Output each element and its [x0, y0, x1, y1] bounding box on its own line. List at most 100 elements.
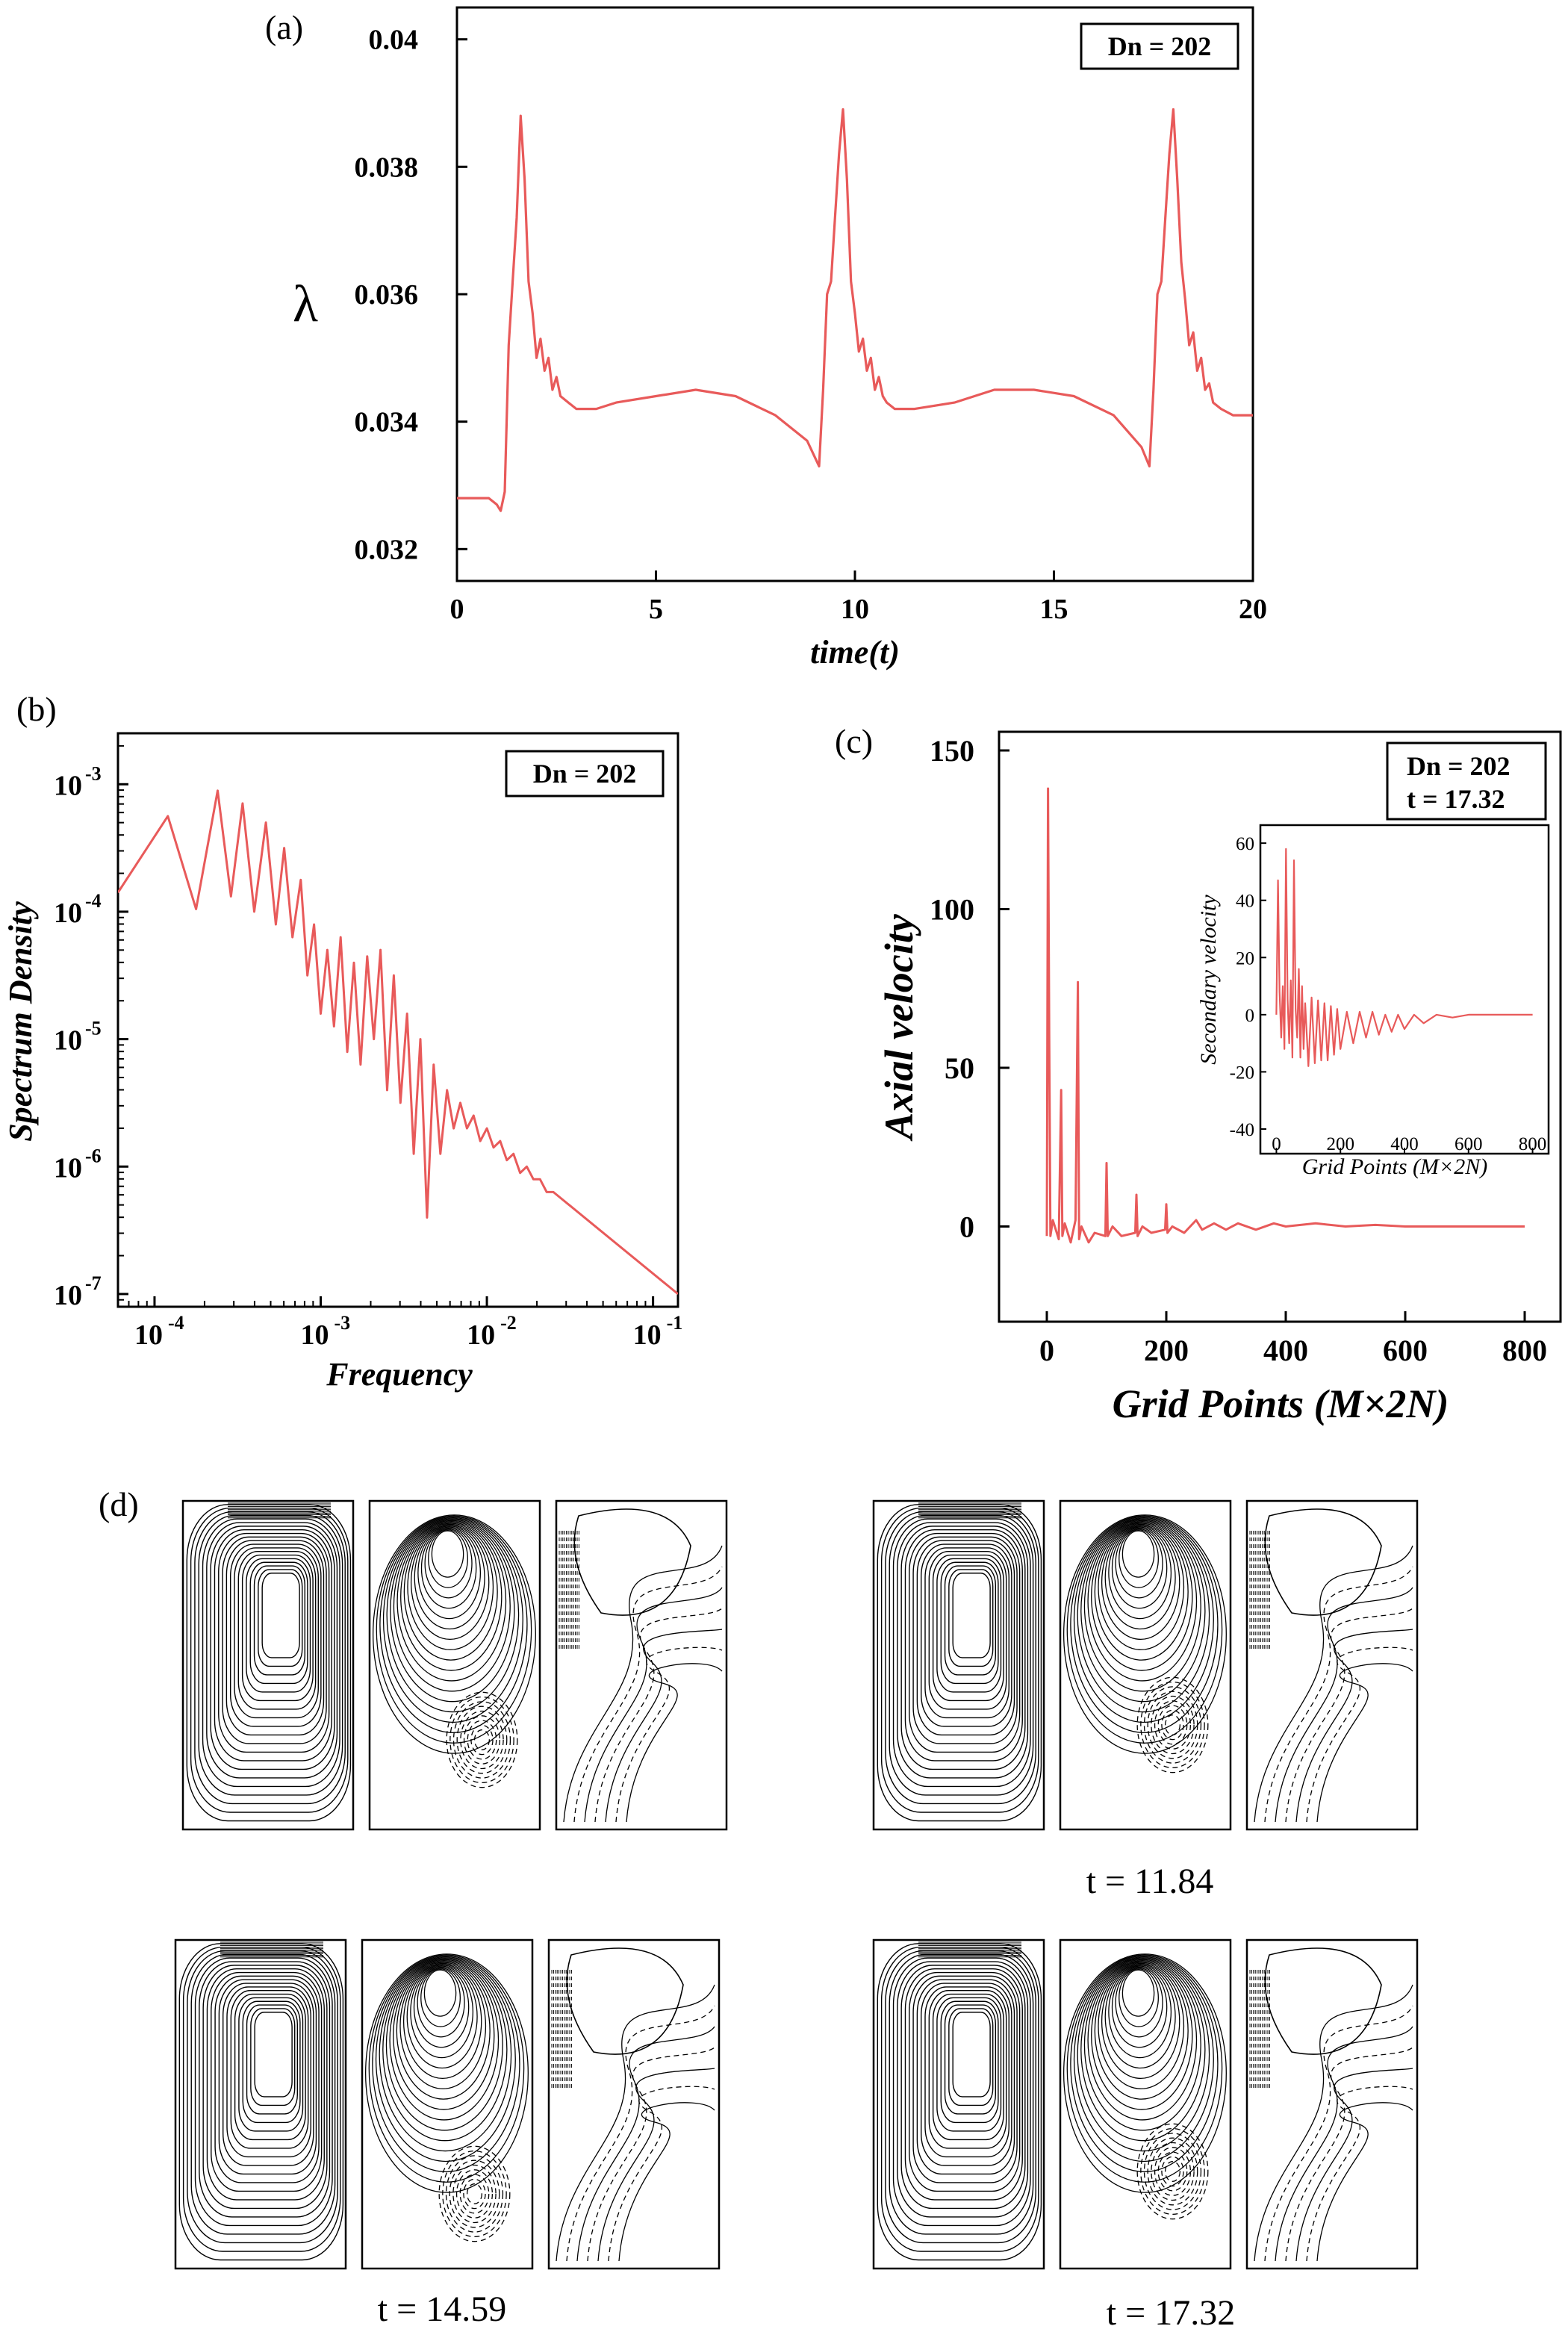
temperature-contour: [555, 1499, 728, 1831]
panel-b-frame: [116, 732, 679, 1308]
a-y-tick-label: 0.036: [355, 279, 419, 311]
panel-b-y-title: Spectrum Density: [2, 901, 39, 1142]
panel-b-legend-text: Dn = 202: [533, 759, 637, 789]
inset-x-tick-label: 400: [1390, 1134, 1419, 1154]
inset-x-tick-label: 600: [1455, 1134, 1483, 1154]
a-x-tick-label: 20: [1239, 594, 1267, 625]
b-y-tick-label: 10: [54, 1025, 82, 1057]
panel-a-legend: Dn = 202: [1080, 22, 1239, 70]
c-x-tick-label: 0: [1039, 1334, 1054, 1367]
b-y-tick-label: 10: [54, 1280, 82, 1311]
inset-y-tick-label: 60: [1236, 834, 1254, 854]
inset-y-title: Secondary velocity: [1196, 895, 1221, 1065]
inset-y-tick-label: -20: [1230, 1063, 1254, 1083]
b-y-tick-exponent: -5: [85, 1018, 102, 1039]
a-x-tick-label: 5: [649, 594, 663, 625]
panel-a: (a) 0 5 10 15 20 0.032 0.034 0.036 0.038 0.04 Dn …: [265, 6, 1268, 671]
inset-x-tick-label: 200: [1326, 1134, 1354, 1154]
contour-set-3: [174, 1938, 721, 2270]
b-x-tick-label: 10: [633, 1319, 662, 1351]
caption-t-14-59: t = 14.59: [378, 2289, 506, 2329]
b-y-tick-label: 10: [54, 898, 82, 929]
caption-t-11-84: t = 11.84: [1086, 1862, 1214, 1901]
b-y-tick-exponent: -6: [85, 1145, 102, 1166]
c-series-line: [1045, 787, 1525, 1244]
panel-c-legend-line-1: Dn = 202: [1407, 751, 1511, 781]
b-y-tick-label: 10: [54, 770, 82, 801]
panel-d-contours: [174, 1499, 1419, 2270]
panel-a-label: (a): [265, 8, 303, 46]
contour-set-1: [181, 1499, 728, 1831]
panel-b-legend: Dn = 202: [505, 750, 665, 797]
axial-flow-contour: [872, 1938, 1045, 2270]
b-x-tick-label: 10: [134, 1319, 163, 1351]
c-x-tick-label: 600: [1383, 1334, 1428, 1367]
secondary-flow-contour: [368, 1499, 541, 1831]
c-y-tick-label: 150: [930, 734, 974, 768]
axial-flow-contour: [174, 1938, 347, 2270]
secondary-flow-contour: [361, 1938, 534, 2270]
contour-set-4: [872, 1938, 1419, 2270]
inset-ticks: 0 200 400 600 800 -40 -20 0 20 40 60: [1230, 834, 1547, 1154]
axial-flow-contour: [872, 1499, 1045, 1831]
b-y-tick-exponent: -4: [85, 890, 102, 912]
panel-b-ticks: 10 -4 10 -3 10 -2 10 -110 -710 -610 -510 -410 -3: [54, 744, 683, 1351]
b-x-tick-exponent: -4: [168, 1312, 184, 1334]
b-y-tick-label: 10: [54, 1152, 82, 1184]
c-x-tick-label: 800: [1502, 1334, 1547, 1367]
panel-a-series-group: [457, 108, 1253, 512]
panel-a-ticks: 0 5 10 15 20 0.032 0.034 0.036 0.038 0.04: [355, 25, 1268, 625]
panel-c-legend: Dn = 202 t = 17.32: [1386, 741, 1547, 821]
panel-b-label: (b): [16, 690, 57, 728]
b-y-tick-exponent: -7: [85, 1272, 102, 1294]
a-y-tick-label: 0.038: [355, 152, 419, 183]
a-x-tick-label: 10: [841, 594, 869, 625]
inset-y-tick-label: 40: [1236, 892, 1254, 912]
b-y-tick-exponent: -3: [85, 762, 102, 784]
caption-t-17-32: t = 17.32: [1107, 2293, 1235, 2332]
c-y-tick-label: 0: [959, 1210, 974, 1244]
b-series-line: [118, 789, 678, 1296]
panel-c-y-title: Axial velocity: [877, 913, 921, 1141]
a-x-tick-label: 0: [450, 594, 464, 625]
contour-set-2: [872, 1499, 1419, 1831]
b-x-tick-label: 10: [301, 1319, 329, 1351]
c-x-tick-label: 200: [1144, 1334, 1189, 1367]
temperature-contour: [1245, 1938, 1419, 2270]
panel-b-series-group: [118, 789, 678, 1296]
a-x-tick-label: 15: [1040, 594, 1068, 625]
panel-b: (b) 10 -4 10 -3 10 -2 10 -110 -710 -610 -510 -410 -3…: [2, 690, 682, 1393]
panel-c-label: (c): [835, 722, 873, 760]
a-y-tick-label: 0.034: [355, 407, 419, 438]
b-x-tick-exponent: -3: [335, 1312, 351, 1334]
panel-b-legend-box: [505, 750, 665, 797]
b-x-tick-exponent: -2: [500, 1312, 517, 1334]
panel-c-series-group: [1045, 787, 1525, 1244]
inset-y-tick-label: 0: [1245, 1006, 1255, 1026]
panel-a-legend-box: [1080, 22, 1239, 70]
panel-a-legend-text: Dn = 202: [1108, 31, 1212, 61]
inset-x-tick-label: 0: [1272, 1134, 1281, 1154]
panel-d: (d) t = 11.84 t = 14.59 t = 17.32: [99, 1485, 1419, 2332]
inset-y-tick-label: 20: [1236, 948, 1254, 968]
panel-c-legend-line-2: t = 17.32: [1407, 784, 1505, 814]
b-x-tick-exponent: -1: [667, 1312, 683, 1334]
panel-c-x-title: Grid Points (M×2N): [1113, 1381, 1449, 1426]
a-y-tick-label: 0.032: [355, 534, 419, 565]
axial-flow-contour: [181, 1499, 355, 1831]
panel-c-legend-box: [1386, 741, 1547, 821]
panel-d-label: (d): [99, 1485, 139, 1523]
secondary-flow-contour: [1059, 1499, 1232, 1831]
panel-a-frame: [455, 6, 1254, 582]
temperature-contour: [547, 1938, 721, 2270]
c-y-tick-label: 50: [945, 1051, 974, 1085]
inset-x-tick-label: 800: [1519, 1134, 1547, 1154]
panel-a-x-title: time(t): [810, 634, 900, 671]
secondary-flow-contour: [1059, 1938, 1232, 2270]
a-y-tick-label: 0.04: [369, 25, 419, 56]
c-x-tick-label: 400: [1263, 1334, 1308, 1367]
panel-c-frame: [998, 730, 1562, 1323]
